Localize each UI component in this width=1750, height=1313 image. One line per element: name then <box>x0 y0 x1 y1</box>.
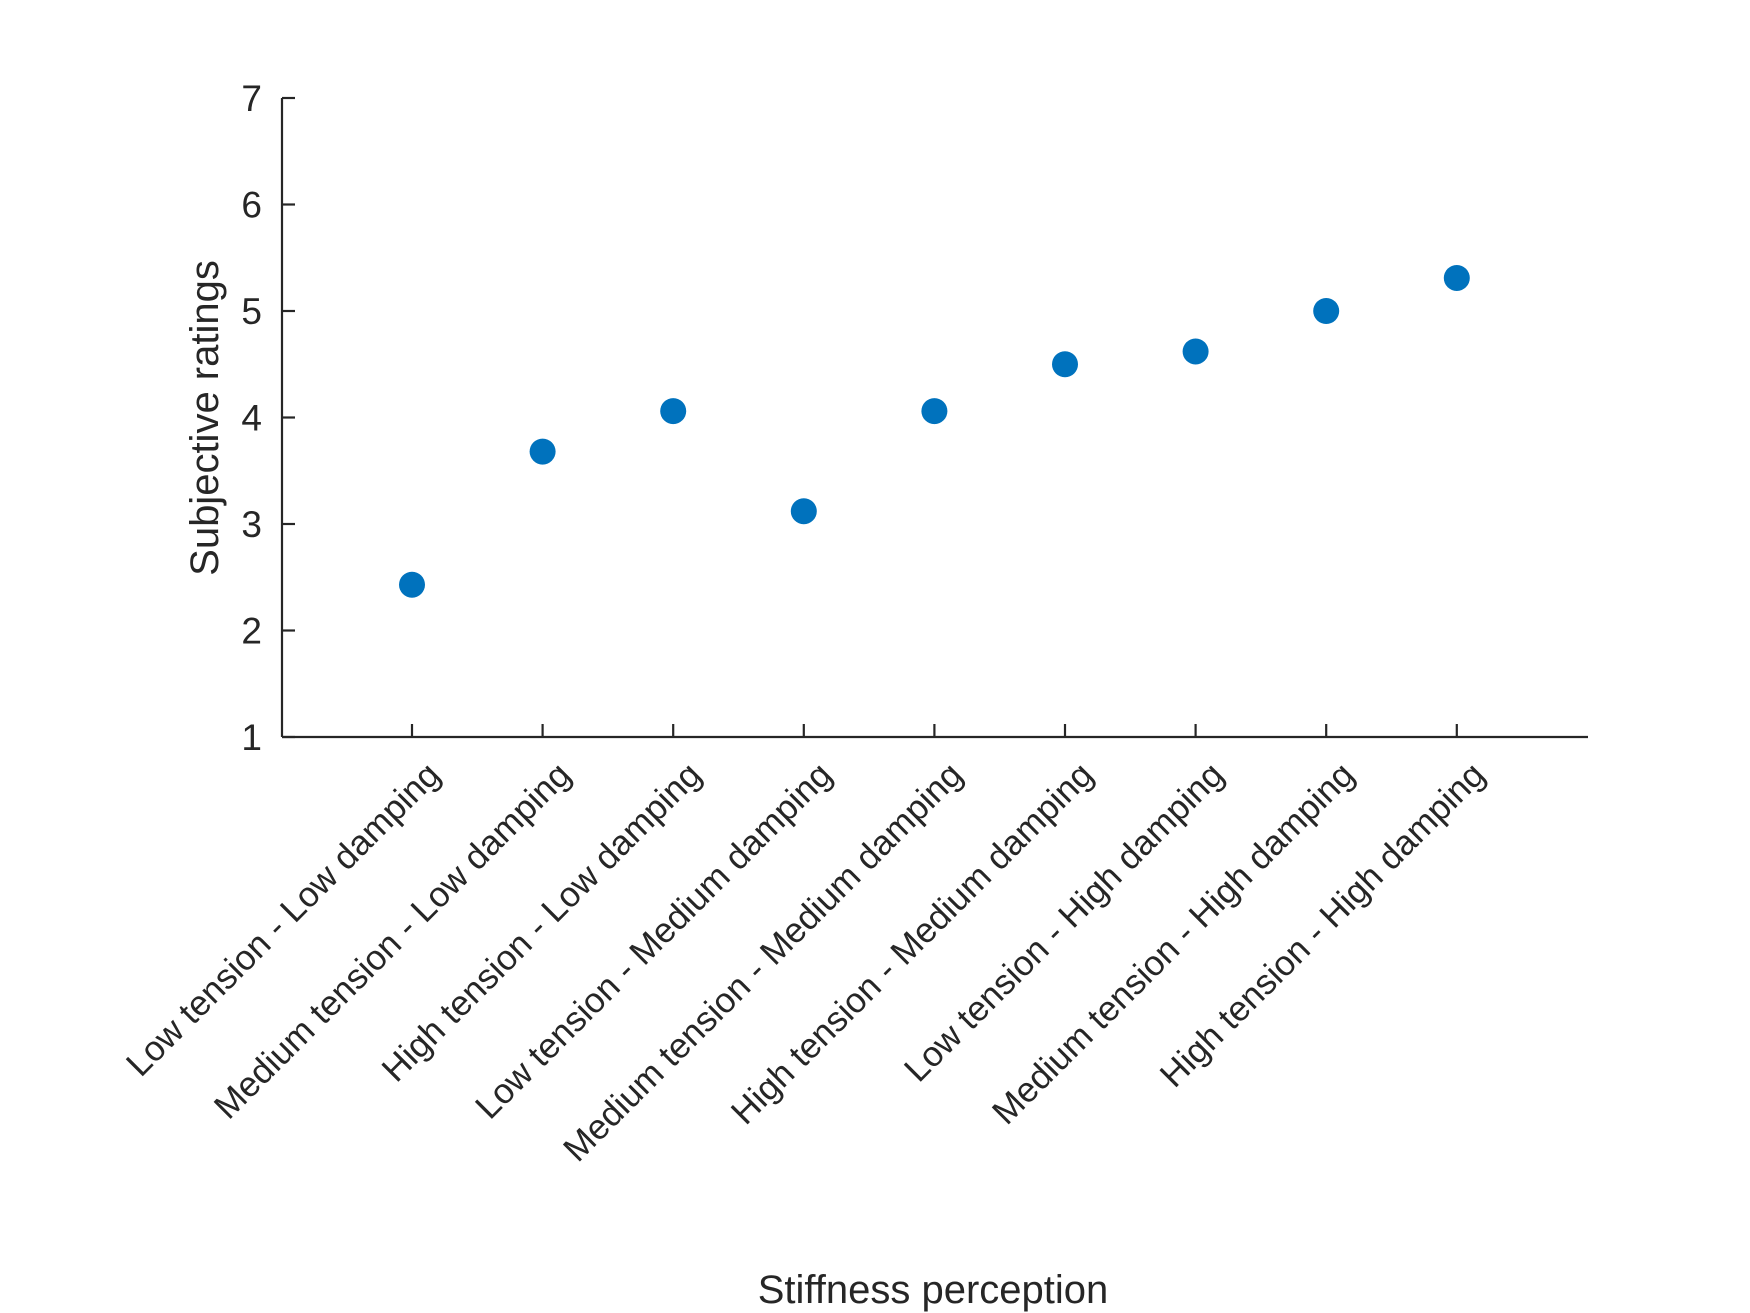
y-tick-label: 7 <box>241 78 262 119</box>
data-point <box>1182 338 1209 365</box>
data-point <box>1052 351 1078 378</box>
data-point <box>399 571 425 598</box>
data-point <box>1313 298 1340 324</box>
y-tick-label: 1 <box>241 717 262 758</box>
y-tick-label: 3 <box>241 504 262 545</box>
data-point <box>1443 264 1470 291</box>
y-tick-label: 4 <box>241 398 262 439</box>
y-tick-label: 2 <box>241 611 262 652</box>
data-point <box>921 398 948 425</box>
y-tick-label: 5 <box>241 291 262 332</box>
y-tick-label: 6 <box>241 185 262 226</box>
data-point <box>529 438 556 465</box>
x-axis-title: Stiffness perception <box>758 1268 1109 1312</box>
data-point <box>660 398 687 425</box>
y-axis-ticks: 1 2 3 4 5 6 7 <box>241 78 295 758</box>
y-axis-title: Subjective ratings <box>183 260 227 576</box>
data-point <box>790 498 817 525</box>
data-points <box>399 264 1470 598</box>
